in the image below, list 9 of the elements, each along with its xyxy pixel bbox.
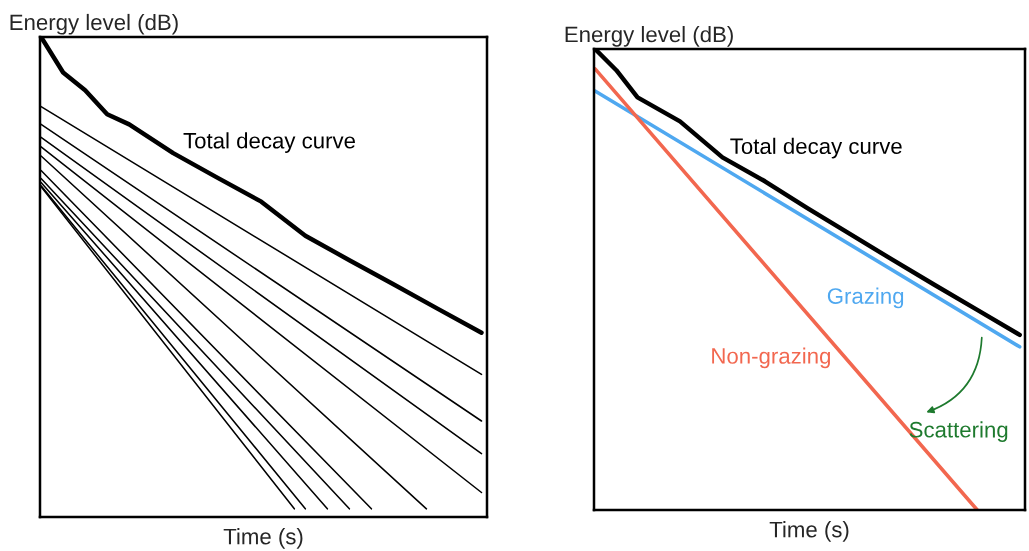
series-label: Non-grazing [712, 347, 830, 369]
y-axis-title: Energy level (dB) [565, 25, 733, 47]
annotation: Total decay curve [183, 132, 355, 153]
annotation: Scattering [909, 421, 1008, 442]
series-label: Grazing [827, 287, 904, 309]
y-axis-title: Energy level (dB) [10, 13, 178, 35]
x-axis-title: Time (s) [769, 521, 849, 542]
x-axis-title: Time (s) [223, 528, 303, 549]
annotation: Total decay curve [730, 137, 902, 159]
